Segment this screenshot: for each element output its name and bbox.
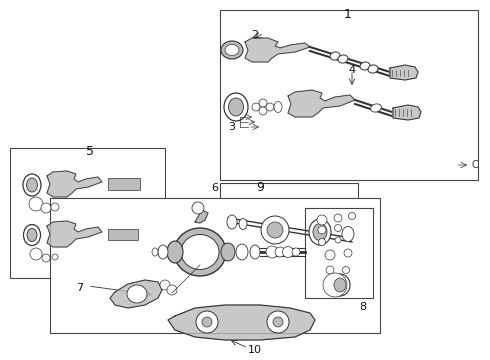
Circle shape — [344, 249, 352, 257]
Bar — [108, 229, 138, 240]
Polygon shape — [288, 90, 355, 117]
Circle shape — [343, 266, 349, 274]
Text: C: C — [472, 160, 479, 170]
Ellipse shape — [26, 178, 38, 192]
Polygon shape — [393, 105, 421, 120]
Ellipse shape — [23, 174, 41, 196]
Ellipse shape — [228, 98, 244, 116]
Circle shape — [192, 202, 204, 214]
Circle shape — [292, 248, 300, 256]
Circle shape — [30, 248, 42, 260]
Ellipse shape — [274, 102, 282, 113]
Polygon shape — [47, 221, 102, 247]
Circle shape — [267, 222, 283, 238]
Ellipse shape — [167, 241, 183, 263]
Bar — [10, 148, 165, 278]
Ellipse shape — [368, 65, 378, 73]
Ellipse shape — [221, 41, 243, 59]
Ellipse shape — [239, 219, 247, 230]
Ellipse shape — [250, 245, 260, 259]
Ellipse shape — [360, 62, 370, 70]
Circle shape — [334, 214, 342, 222]
Bar — [220, 183, 358, 245]
Circle shape — [266, 103, 274, 111]
Ellipse shape — [224, 93, 248, 121]
Text: 2: 2 — [251, 30, 259, 40]
Bar — [305, 208, 373, 298]
Circle shape — [318, 239, 325, 246]
Bar — [220, 10, 478, 180]
Bar — [50, 198, 380, 333]
Polygon shape — [195, 210, 208, 223]
Ellipse shape — [309, 219, 331, 245]
Polygon shape — [110, 280, 162, 308]
Ellipse shape — [221, 243, 235, 261]
Text: 3: 3 — [228, 122, 236, 132]
Ellipse shape — [313, 224, 327, 240]
Ellipse shape — [24, 225, 41, 246]
Ellipse shape — [330, 52, 340, 60]
Text: 7: 7 — [76, 283, 84, 293]
Ellipse shape — [370, 104, 381, 112]
Circle shape — [259, 99, 267, 107]
Circle shape — [335, 237, 341, 243]
Circle shape — [275, 247, 285, 257]
Circle shape — [326, 266, 334, 274]
Text: 5: 5 — [86, 145, 94, 158]
Ellipse shape — [338, 55, 348, 63]
Ellipse shape — [158, 245, 168, 259]
Circle shape — [42, 254, 50, 262]
Text: 1: 1 — [344, 8, 352, 21]
Circle shape — [348, 212, 356, 220]
Ellipse shape — [152, 248, 158, 256]
Ellipse shape — [227, 215, 237, 229]
Text: 4: 4 — [348, 65, 356, 75]
Ellipse shape — [174, 228, 226, 276]
Circle shape — [261, 216, 289, 244]
Ellipse shape — [225, 45, 239, 55]
Polygon shape — [47, 171, 102, 197]
Text: 6: 6 — [212, 183, 219, 193]
Circle shape — [160, 280, 170, 290]
Circle shape — [335, 225, 342, 231]
Text: 9: 9 — [256, 181, 264, 194]
Ellipse shape — [181, 234, 219, 270]
Circle shape — [29, 197, 43, 211]
Circle shape — [167, 285, 177, 295]
Circle shape — [317, 215, 327, 225]
Circle shape — [196, 311, 218, 333]
Ellipse shape — [334, 278, 346, 292]
Ellipse shape — [236, 244, 248, 260]
Ellipse shape — [342, 226, 354, 242]
Polygon shape — [245, 38, 310, 62]
Circle shape — [318, 226, 326, 234]
Circle shape — [325, 250, 335, 260]
Circle shape — [202, 317, 212, 327]
Circle shape — [259, 107, 267, 115]
Circle shape — [283, 247, 294, 257]
Ellipse shape — [330, 274, 350, 296]
Circle shape — [266, 246, 278, 258]
Circle shape — [267, 311, 289, 333]
Circle shape — [273, 317, 283, 327]
Text: 8: 8 — [360, 302, 367, 312]
Ellipse shape — [27, 229, 37, 242]
Polygon shape — [168, 305, 315, 340]
Circle shape — [51, 203, 59, 211]
Ellipse shape — [127, 285, 147, 303]
Circle shape — [41, 203, 51, 213]
Circle shape — [252, 103, 260, 111]
Circle shape — [323, 273, 347, 297]
Polygon shape — [390, 65, 418, 80]
Text: 10: 10 — [248, 345, 262, 355]
Circle shape — [52, 254, 58, 260]
Bar — [108, 178, 140, 190]
